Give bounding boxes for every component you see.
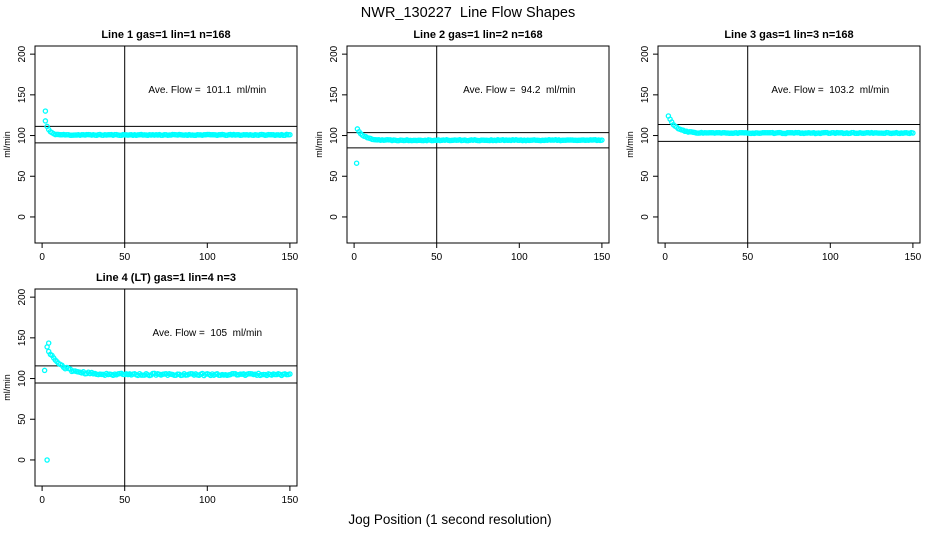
y-tick-label: 150 xyxy=(329,86,340,103)
data-points xyxy=(353,126,605,166)
y-axis-title: ml/min xyxy=(625,131,635,158)
y-tick-label: 200 xyxy=(17,45,28,62)
x-tick-label: 50 xyxy=(119,495,131,506)
x-tick-label: 50 xyxy=(119,252,131,263)
outlier-point xyxy=(353,160,360,166)
x-tick-label: 100 xyxy=(199,495,216,506)
plot-box xyxy=(34,288,298,487)
x-tick-label: 100 xyxy=(822,252,839,263)
panel-title: Line 2 gas=1 lin=2 n=168 xyxy=(413,29,542,41)
data-points xyxy=(41,340,293,463)
x-tick-label: 50 xyxy=(431,252,443,263)
y-tick-label: 150 xyxy=(17,86,28,103)
x-tick-label: 0 xyxy=(39,252,45,263)
y-tick-label: 100 xyxy=(640,127,651,144)
y-tick-label: 0 xyxy=(17,214,28,220)
data-point xyxy=(287,371,293,377)
x-tick-label: 150 xyxy=(905,252,922,263)
outlier-point xyxy=(42,108,49,114)
x-tick-label: 50 xyxy=(742,252,754,263)
y-tick-label: 100 xyxy=(17,370,28,387)
x-tick-label: 0 xyxy=(351,252,357,263)
y-tick-label: 200 xyxy=(17,288,28,305)
y-axis-title: ml/min xyxy=(2,374,12,401)
y-tick-label: 200 xyxy=(329,45,340,62)
x-tick-label: 150 xyxy=(282,495,299,506)
plot-box xyxy=(34,45,298,244)
x-axis-label: Jog Position (1 second resolution) xyxy=(348,512,552,527)
chart-title: NWR_130227 Line Flow Shapes xyxy=(360,5,576,21)
y-tick-label: 150 xyxy=(17,329,28,346)
data-point xyxy=(910,130,916,136)
data-point xyxy=(287,131,293,138)
y-axis-title: ml/min xyxy=(314,131,324,158)
panel-line-4: 0 50 100 150 0 50 100 150 200 ml/min Line 4 (LT) g… xyxy=(2,272,299,506)
ave-flow-annotation: Ave. Flow = 105 ml/min xyxy=(153,328,263,339)
data-point xyxy=(42,118,49,124)
y-axis-title: ml/min xyxy=(2,131,12,158)
y-tick-label: 150 xyxy=(640,86,651,103)
panel-line-3: 0 50 100 150 0 50 100 150 200 ml/min Line 3 gas=1 … xyxy=(625,29,922,263)
data-points xyxy=(665,113,916,137)
ave-flow-annotation: Ave. Flow = 103.2 ml/min xyxy=(771,85,889,96)
y-tick-label: 0 xyxy=(329,214,340,220)
x-tick-label: 0 xyxy=(39,495,45,506)
panel-title: Line 1 gas=1 lin=1 n=168 xyxy=(101,29,230,41)
plot-box xyxy=(657,45,921,244)
x-tick-label: 0 xyxy=(662,252,668,263)
panel-line-2: 0 50 100 150 0 50 100 150 200 ml/min Line 2 gas=1 … xyxy=(314,29,611,263)
data-points xyxy=(42,108,293,139)
panel-title: Line 3 gas=1 lin=3 n=168 xyxy=(724,29,853,41)
y-tick-label: 0 xyxy=(640,214,651,220)
outlier-point xyxy=(44,457,50,463)
y-tick-label: 50 xyxy=(329,170,340,182)
plot-box xyxy=(346,45,610,244)
x-tick-label: 150 xyxy=(282,252,299,263)
ave-flow-annotation: Ave. Flow = 94.2 ml/min xyxy=(463,85,575,96)
data-point xyxy=(599,137,605,143)
x-tick-label: 150 xyxy=(594,252,611,263)
ave-flow-annotation: Ave. Flow = 101.1 ml/min xyxy=(148,85,266,96)
y-tick-label: 100 xyxy=(17,127,28,144)
outlier-point xyxy=(41,367,48,374)
x-tick-label: 100 xyxy=(199,252,216,263)
y-tick-label: 100 xyxy=(329,127,340,144)
outlier-point xyxy=(45,340,52,346)
x-tick-label: 100 xyxy=(511,252,528,263)
y-tick-label: 50 xyxy=(17,413,28,425)
y-tick-label: 50 xyxy=(640,170,651,182)
y-tick-label: 0 xyxy=(17,457,28,463)
panel-title: Line 4 (LT) gas=1 lin=4 n=3 xyxy=(96,272,236,284)
y-tick-label: 50 xyxy=(17,170,28,182)
panel-line-1: 0 50 100 150 0 50 100 150 200 ml/min Line 1 gas=1 … xyxy=(2,29,299,263)
y-tick-label: 200 xyxy=(640,45,651,62)
